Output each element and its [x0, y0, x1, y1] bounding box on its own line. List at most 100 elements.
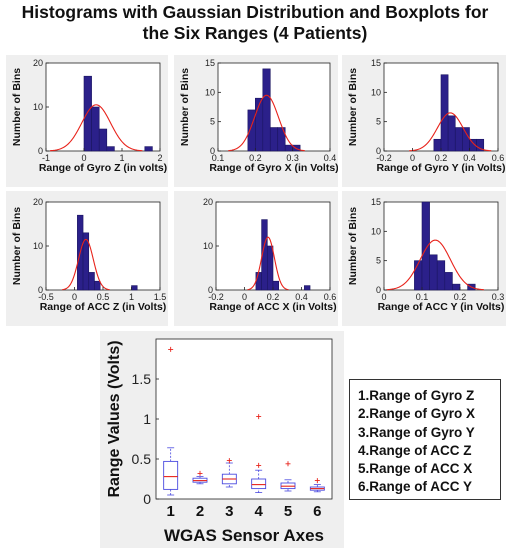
- histogram-panel-gyro-z: -1 0 1 2 0 10 20 Range of Gyro Z (in volts) Numb…: [6, 55, 168, 187]
- x-tick-label: 4: [254, 503, 263, 520]
- histogram-bar: [284, 144, 293, 152]
- x-tick-label: 2: [196, 503, 204, 520]
- x-tick-label: 0.6: [492, 153, 505, 163]
- y-tick-label: 0: [376, 285, 381, 295]
- x-tick-label: 0.4: [324, 153, 337, 163]
- figure-title: Histograms with Gaussian Distribution an…: [0, 2, 510, 44]
- x-tick-label: -0.2: [376, 153, 392, 163]
- x-tick-label: 0: [72, 292, 77, 302]
- legend-item: 5.Range of ACC X: [358, 461, 473, 477]
- x-tick-label: 0.6: [324, 292, 337, 302]
- box: [251, 478, 267, 490]
- legend-item: 4.Range of ACC Z: [358, 442, 472, 458]
- y-tick-label: 10: [371, 226, 381, 236]
- y-tick-label: 10: [205, 87, 215, 97]
- y-axis-label: Number of Bins: [11, 207, 23, 285]
- x-tick-label: 1: [129, 292, 134, 302]
- histogram-bar: [255, 272, 262, 291]
- histogram-bar: [414, 260, 423, 291]
- x-tick-label: 0.2: [249, 153, 262, 163]
- outlier-marker: [168, 346, 174, 352]
- y-tick-label: 15: [371, 197, 381, 207]
- x-tick-label: 0: [242, 292, 247, 302]
- x-axis-label: Range of Gyro Y (in Volts): [377, 162, 506, 174]
- histogram-panel-acc-x: -0.2 0 0.2 0.4 0.6 0 10 20 Range of ACC X (in Vo…: [174, 191, 338, 326]
- histogram-bar: [272, 280, 279, 291]
- histogram-bar: [476, 138, 485, 152]
- x-tick-label: -1: [42, 153, 50, 163]
- histogram-bar: [433, 138, 442, 152]
- y-tick-label: 15: [371, 58, 381, 68]
- x-tick-label: 1: [119, 153, 124, 163]
- outlier-marker: [285, 461, 291, 467]
- legend-item: 3.Range of Gyro Y: [358, 424, 475, 440]
- gaussian-fit-curve: [62, 238, 110, 291]
- gaussian-fit-curve: [409, 112, 492, 152]
- y-tick-label: 0: [210, 146, 215, 156]
- plot-area: [155, 338, 333, 500]
- y-tick-label: 10: [371, 87, 381, 97]
- x-tick-label: 0.4: [463, 153, 476, 163]
- y-tick-label: 20: [33, 197, 43, 207]
- y-axis-label: Number of Bins: [11, 68, 23, 146]
- histogram-bar: [83, 75, 92, 152]
- x-tick-label: 0.2: [454, 292, 467, 302]
- x-tick-label: 6: [313, 503, 321, 520]
- histogram-panel-gyro-y: -0.2 0 0.2 0.4 0.6 0 5 10 15 Range of Gyro Y (in …: [342, 55, 506, 187]
- histogram-bar: [144, 146, 153, 152]
- y-tick-label: 20: [203, 197, 213, 207]
- outlier-marker: [256, 462, 262, 468]
- histogram-bar: [447, 115, 456, 152]
- x-axis-label: Range of ACC X (in Volts): [209, 301, 336, 313]
- x-tick-label: 2: [157, 153, 162, 163]
- x-tick-label: 0.5: [97, 292, 110, 302]
- histogram-bar: [436, 260, 446, 291]
- y-tick-label: 0: [376, 146, 381, 156]
- y-axis-label: Number of Bins: [179, 68, 191, 146]
- histogram-bar: [444, 272, 453, 291]
- y-tick-label: 1.5: [132, 371, 152, 387]
- histogram-bar: [98, 128, 108, 152]
- y-tick-label: 15: [205, 58, 215, 68]
- y-axis-label: Range Values (Volts): [106, 340, 123, 497]
- gaussian-fit-curve: [247, 236, 289, 291]
- y-tick-label: 0: [38, 285, 43, 295]
- histogram-bar: [88, 272, 95, 291]
- histogram-bar: [440, 74, 449, 152]
- y-tick-label: 0.5: [132, 451, 152, 467]
- y-axis-label: Number of Bins: [347, 207, 359, 285]
- y-tick-label: 20: [33, 58, 43, 68]
- y-tick-label: 1: [143, 411, 151, 427]
- x-tick-label: 5: [284, 503, 292, 520]
- outlier-marker: [256, 414, 262, 420]
- legend-item: 6.Range of ACC Y: [358, 479, 473, 495]
- title-line-2: the Six Ranges (4 Patients): [142, 23, 368, 43]
- histogram-bar: [452, 283, 461, 291]
- x-tick-label: 0.3: [492, 292, 505, 302]
- x-tick-label: 3: [225, 503, 233, 520]
- x-tick-label: 0.1: [212, 153, 225, 163]
- x-tick-label: -0.2: [208, 292, 224, 302]
- y-tick-label: 5: [376, 117, 381, 127]
- x-tick-label: 1: [166, 503, 174, 520]
- histogram-bar: [304, 285, 311, 291]
- histogram-panel-acc-z: -0.5 0 0.5 1 1.5 0 10 20 Range of ACC Z (in Volt…: [6, 191, 168, 326]
- histogram-bar: [91, 106, 100, 152]
- histogram-panel-gyro-x: 0.1 0.2 0.3 0.4 0 5 10 15 Range of Gyro X (in Vo…: [174, 55, 338, 187]
- outlier-marker: [197, 470, 203, 476]
- histogram-bar: [421, 201, 430, 291]
- outlier-marker: [314, 478, 320, 484]
- x-tick-label: 0.2: [435, 153, 448, 163]
- histogram-bar: [454, 127, 463, 152]
- gaussian-fit-curve: [49, 104, 143, 152]
- outlier-marker: [226, 458, 232, 464]
- histogram-bar: [82, 232, 90, 291]
- histogram-panel-acc-y: 0 0.1 0.2 0.3 0 5 10 15 Range of ACC Y (in Volts…: [342, 191, 506, 326]
- plot-area: [45, 201, 161, 291]
- y-tick-label: 5: [210, 117, 215, 127]
- y-tick-label: 0: [38, 146, 43, 156]
- histogram-bar: [247, 109, 256, 152]
- histogram-bar: [429, 254, 438, 291]
- gaussian-fit-curve: [386, 239, 484, 291]
- x-tick-label: 0.4: [295, 292, 308, 302]
